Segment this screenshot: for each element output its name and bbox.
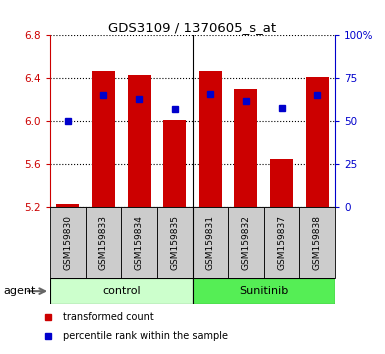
FancyBboxPatch shape <box>300 207 335 278</box>
Text: Sunitinib: Sunitinib <box>239 286 288 296</box>
Bar <box>50 278 192 304</box>
FancyBboxPatch shape <box>157 207 192 278</box>
Bar <box>306 77 329 207</box>
Bar <box>56 204 79 207</box>
FancyBboxPatch shape <box>85 207 121 278</box>
Bar <box>127 75 151 207</box>
Bar <box>192 278 335 304</box>
Bar <box>92 71 115 207</box>
Text: GSM159838: GSM159838 <box>313 215 321 270</box>
FancyBboxPatch shape <box>121 207 157 278</box>
Text: GSM159832: GSM159832 <box>241 215 250 270</box>
Bar <box>199 71 222 207</box>
Text: control: control <box>102 286 141 296</box>
Bar <box>234 89 258 207</box>
FancyBboxPatch shape <box>50 207 85 278</box>
Title: GDS3109 / 1370605_s_at: GDS3109 / 1370605_s_at <box>109 21 276 34</box>
Text: GSM159833: GSM159833 <box>99 215 108 270</box>
Text: GSM159835: GSM159835 <box>170 215 179 270</box>
Text: agent: agent <box>4 286 36 296</box>
Bar <box>163 120 186 207</box>
Text: percentile rank within the sample: percentile rank within the sample <box>63 331 228 341</box>
Bar <box>270 159 293 207</box>
Text: GSM159831: GSM159831 <box>206 215 215 270</box>
Text: transformed count: transformed count <box>63 312 154 322</box>
FancyBboxPatch shape <box>228 207 264 278</box>
Text: GSM159830: GSM159830 <box>64 215 72 270</box>
FancyBboxPatch shape <box>264 207 300 278</box>
FancyBboxPatch shape <box>192 207 228 278</box>
Text: GSM159837: GSM159837 <box>277 215 286 270</box>
Text: GSM159834: GSM159834 <box>135 215 144 270</box>
